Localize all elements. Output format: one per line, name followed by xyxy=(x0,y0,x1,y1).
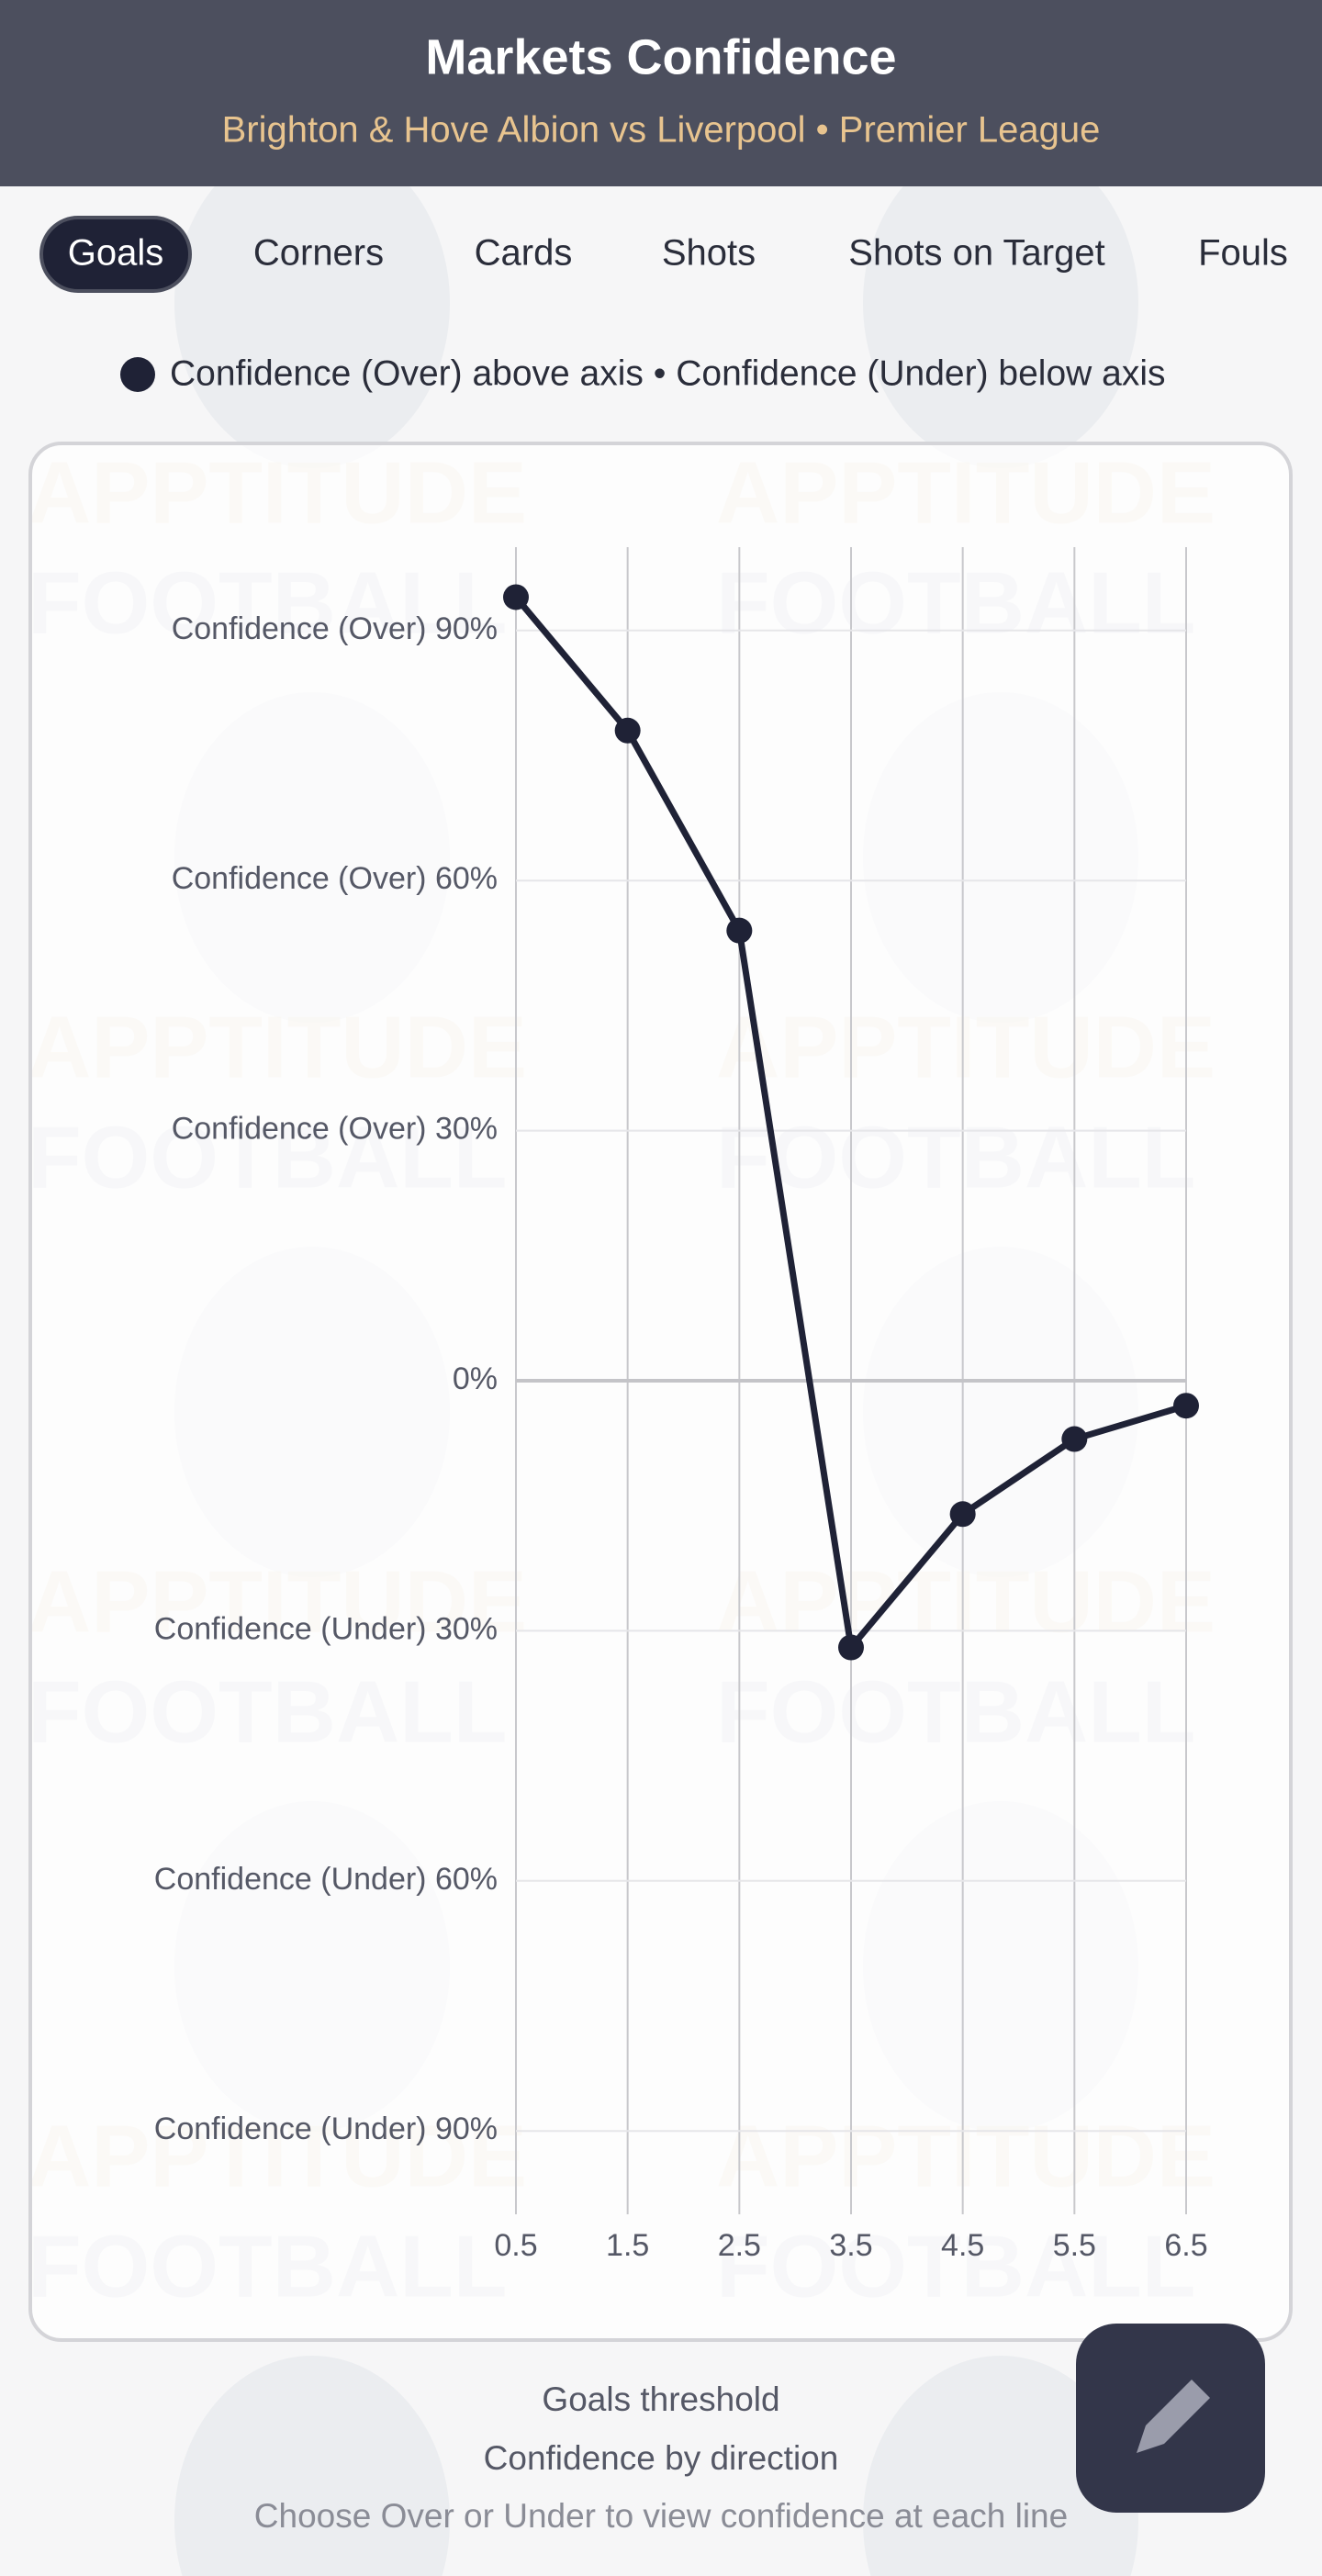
chart-card xyxy=(28,442,1293,2342)
x-tick-label: 6.5 xyxy=(1164,2228,1207,2263)
footer-title: Goals threshold xyxy=(542,2380,779,2418)
tab[interactable]: Cards xyxy=(475,233,573,274)
point xyxy=(838,1634,864,1661)
subtitle: Brighton & Hove Albion vs Liverpool • Pr… xyxy=(222,110,1101,151)
tab-active-bg xyxy=(39,216,192,293)
watermark-ball xyxy=(863,138,1138,468)
y-tick-label: 0% xyxy=(453,1361,498,1396)
header-bar xyxy=(0,0,1322,186)
point xyxy=(614,717,641,744)
x-tick-label: 3.5 xyxy=(829,2228,872,2263)
point xyxy=(503,584,529,610)
tab[interactable]: Shots on Target xyxy=(848,233,1104,274)
watermark-ball xyxy=(863,2356,1138,2576)
x-tick-label: 0.5 xyxy=(494,2228,537,2263)
point xyxy=(726,917,753,944)
y-tick-label: Confidence (Over) 90% xyxy=(172,611,498,646)
tab[interactable]: Shots xyxy=(662,233,756,274)
point xyxy=(949,1501,976,1528)
edit-icon xyxy=(1137,2380,1210,2453)
x-tick-label: 1.5 xyxy=(606,2228,649,2263)
watermark-ball xyxy=(174,2356,450,2576)
y-tick-label: Confidence (Over) 60% xyxy=(172,861,498,896)
footer-subtitle: Confidence by direction xyxy=(484,2439,839,2477)
x-tick-label: 2.5 xyxy=(718,2228,761,2263)
point xyxy=(1061,1426,1088,1452)
tab[interactable]: Fouls xyxy=(1198,233,1288,274)
x-tick-label: 4.5 xyxy=(941,2228,984,2263)
legend-dot xyxy=(120,357,155,392)
title: Markets Confidence xyxy=(425,29,896,84)
y-tick-label: Confidence (Under) 60% xyxy=(154,1862,498,1897)
tab[interactable]: Corners xyxy=(253,233,384,274)
footer-hint: Choose Over or Under to view confidence … xyxy=(254,2497,1068,2535)
x-tick-label: 5.5 xyxy=(1053,2228,1096,2263)
legend: Confidence (Over) above axis • Confidenc… xyxy=(170,353,1166,393)
watermark-ball xyxy=(174,138,450,468)
point xyxy=(1173,1393,1199,1419)
y-tick-label: Confidence (Under) 90% xyxy=(154,2111,498,2146)
y-tick-label: Confidence (Over) 30% xyxy=(172,1112,498,1147)
tab[interactable]: Goals xyxy=(68,233,164,274)
tabs: Goals Corners Cards Shots Shots on Target Fou… xyxy=(39,216,1288,293)
chart: 0.5 1.5 2.5 3.5 4.5 5.5 6.5 Confidence (Over) 9… xyxy=(154,547,1208,2263)
y-tick-label: Confidence (Under) 30% xyxy=(154,1611,498,1646)
